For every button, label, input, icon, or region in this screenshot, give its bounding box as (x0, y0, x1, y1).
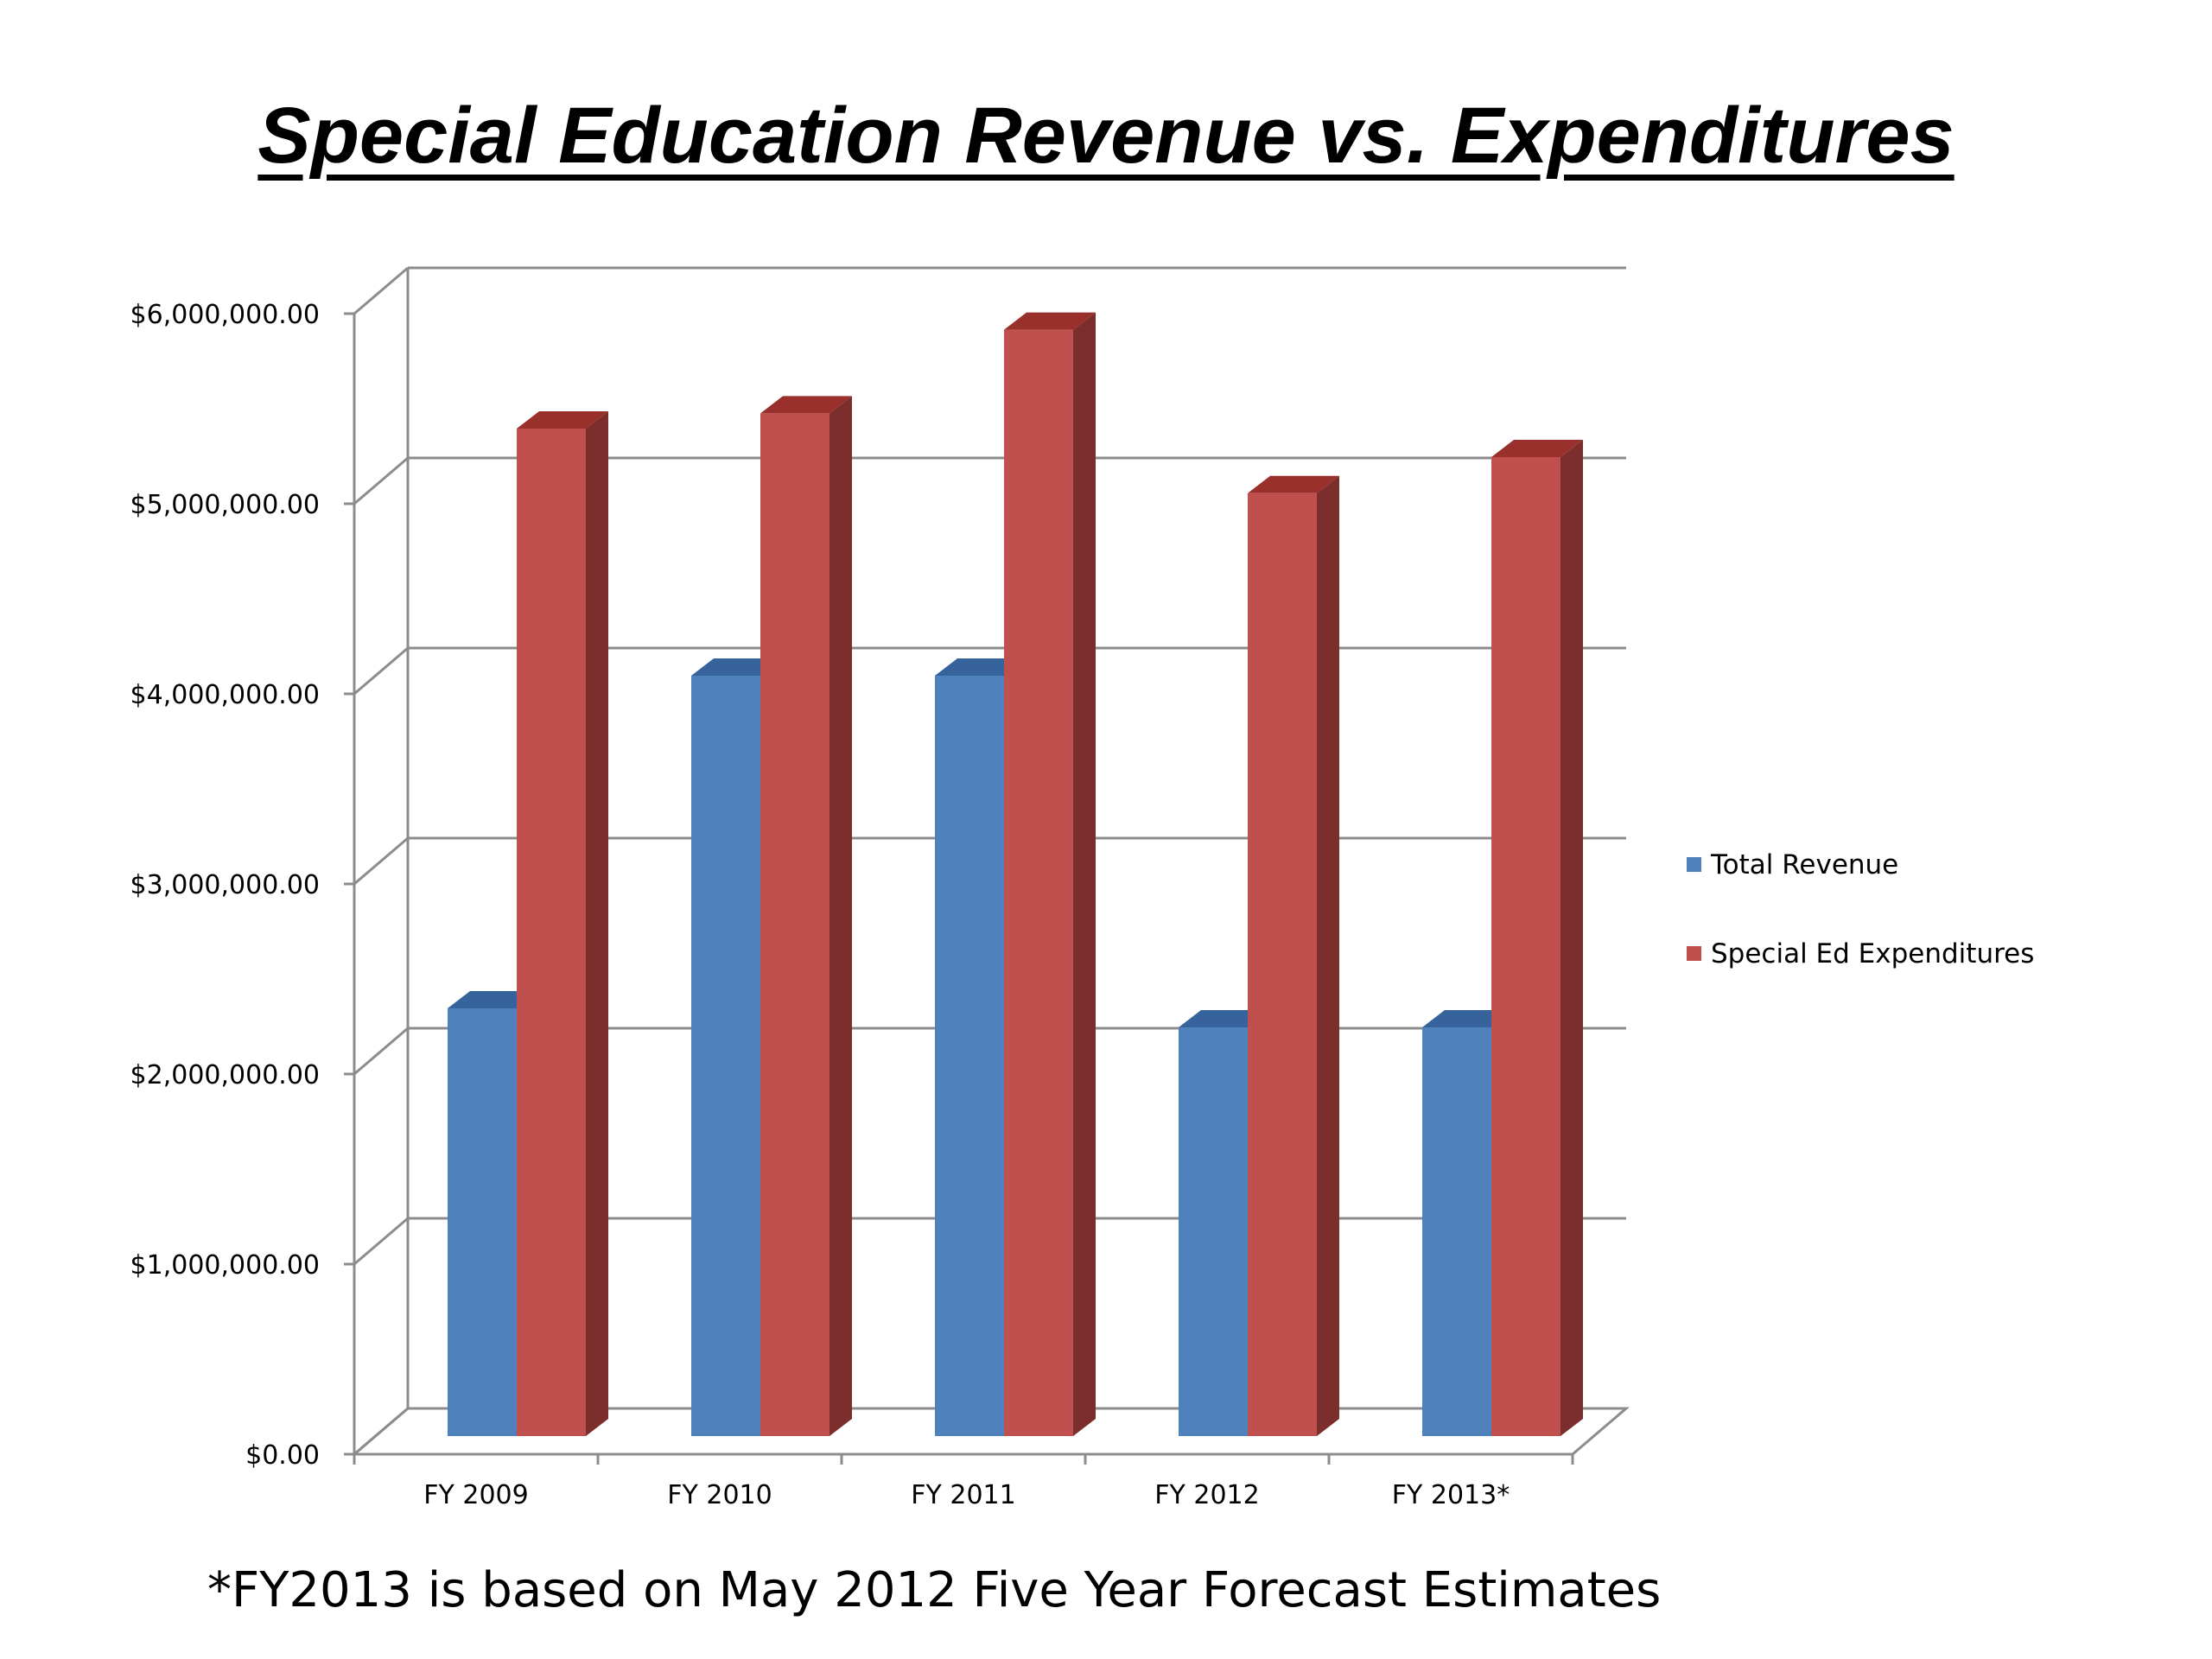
legend-label: Special Ed Expenditures (1711, 938, 2034, 969)
y-tick-label: $1,000,000.00 (130, 1250, 320, 1281)
footnote: *FY2013 is based on May 2012 Five Year F… (207, 1562, 1662, 1618)
legend-item: Total Revenue (1687, 849, 1898, 880)
tick-labels: $0.00 $1,000,000.00 $2,000,000.00 $3,000,00… (130, 300, 1510, 1510)
legend: Total Revenue Special Ed Expenditures (1687, 849, 2034, 969)
x-tick-label: FY 2010 (667, 1480, 772, 1510)
bar-expenditures (760, 396, 852, 1436)
gridline-depth (353, 266, 409, 315)
gridline-depth (353, 1027, 409, 1076)
bar-expenditures (1004, 312, 1096, 1437)
gridline-depth (353, 456, 409, 505)
y-tick-label: $5,000,000.00 (130, 490, 320, 520)
y-tick-label: $2,000,000.00 (130, 1060, 320, 1090)
gridline-depth (353, 1217, 409, 1266)
bar-expenditures (517, 411, 608, 1436)
legend-swatch (1687, 857, 1701, 872)
x-tick-label: FY 2013* (1392, 1480, 1510, 1510)
chart-title: Special Education Revenue vs. Expenditur… (257, 92, 1955, 180)
gridline-depth (353, 646, 409, 696)
x-tick-label: FY 2009 (423, 1480, 528, 1510)
y-tick-label: $0.00 (245, 1440, 320, 1471)
y-tick-label: $3,000,000.00 (130, 870, 320, 900)
axes (344, 312, 1630, 1465)
legend-item: Special Ed Expenditures (1687, 938, 2034, 969)
bar-expenditures (1491, 440, 1583, 1436)
bars (448, 312, 1583, 1437)
legend-label: Total Revenue (1710, 849, 1898, 880)
legend-swatch (1687, 946, 1701, 961)
gridline-depth (353, 836, 409, 886)
chart-floor (350, 1407, 1630, 1456)
y-tick-label: $6,000,000.00 (130, 300, 320, 330)
y-tick-label: $4,000,000.00 (130, 680, 320, 710)
x-tick-label: FY 2011 (911, 1480, 1015, 1510)
x-tick-label: FY 2012 (1154, 1480, 1259, 1510)
bar-expenditures (1248, 475, 1339, 1436)
